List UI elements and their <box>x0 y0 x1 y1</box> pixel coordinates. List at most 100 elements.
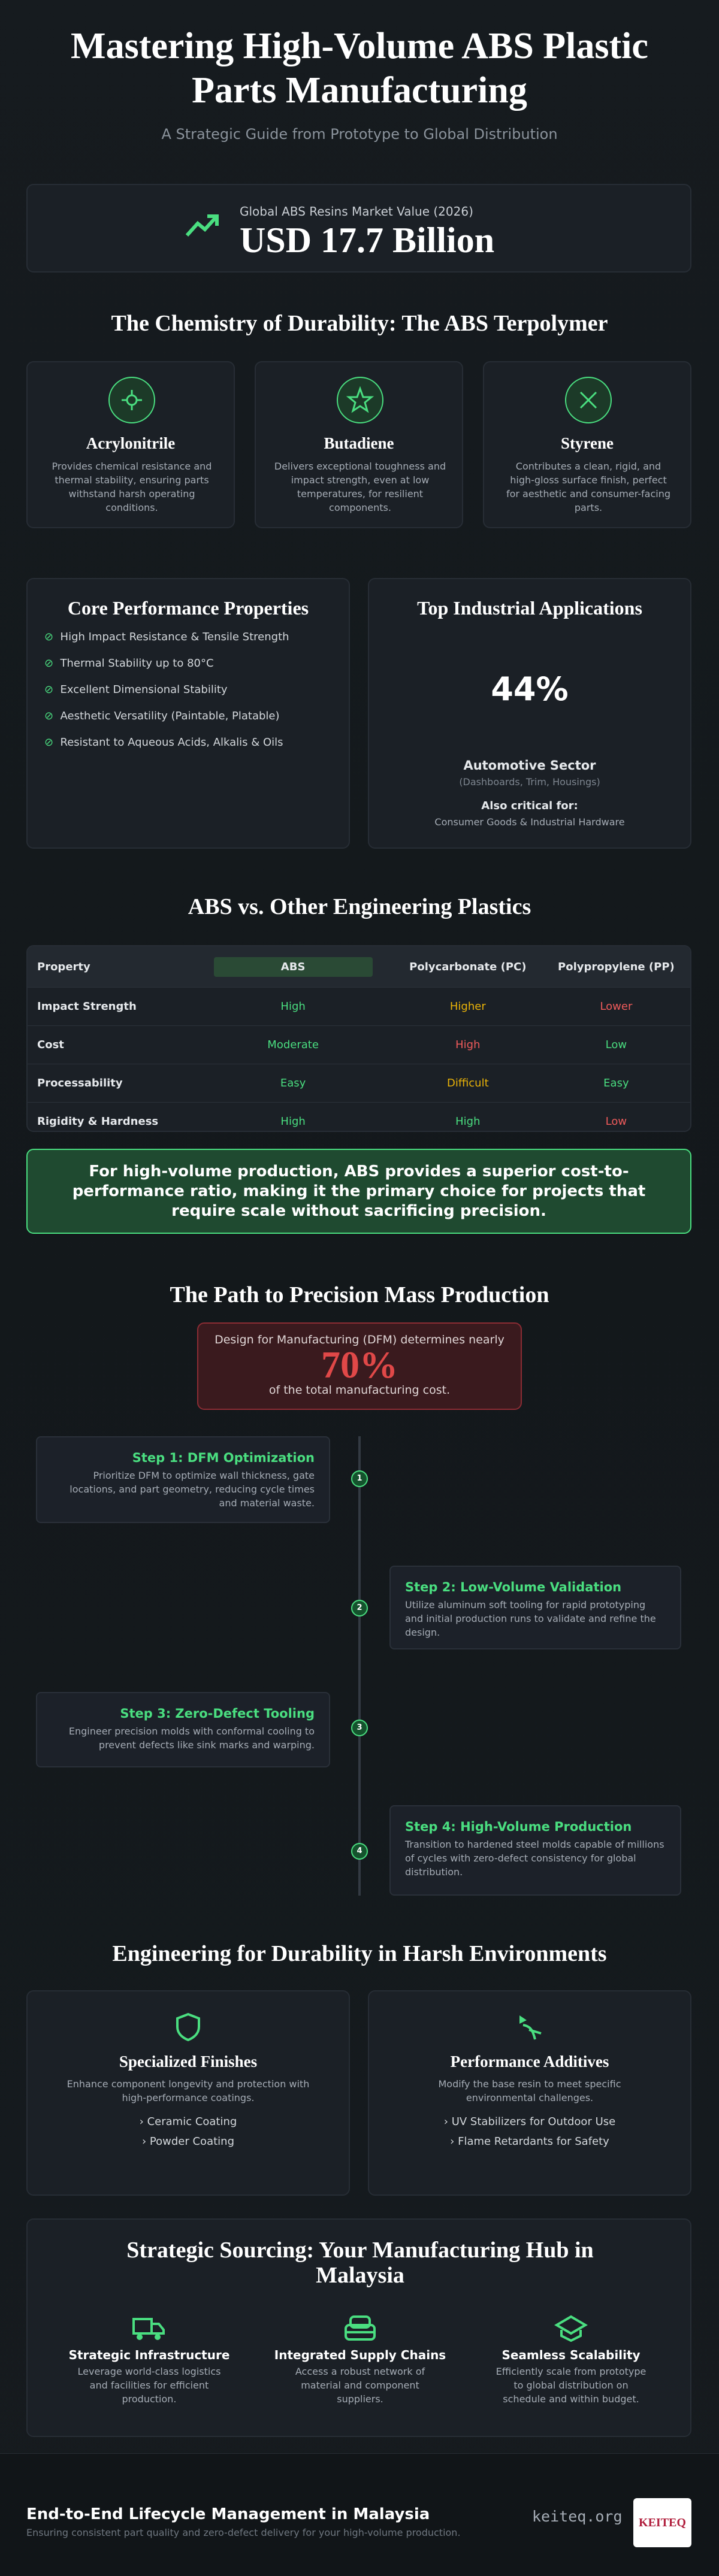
property-text: Thermal Stability up to 80°C <box>60 657 214 670</box>
dfm-value: 70% <box>321 1343 398 1386</box>
sourcing-card: Strategic Sourcing: Your Manufacturing H… <box>26 2218 691 2437</box>
sourcing-item: Seamless Scalability Efficiently scale f… <box>461 2314 681 2406</box>
applications-card: Top Industrial Applications 44% Automoti… <box>368 578 691 849</box>
timeline <box>358 1436 361 1896</box>
table: Property ABS Polycarbonate (PC) Polypropyle… <box>28 946 690 1131</box>
market-card: Global ABS Resins Market Value (2026) US… <box>26 184 691 273</box>
step-card: Step 1: DFM Optimization Prioritize DFM t… <box>36 1436 330 1523</box>
header: Polypropylene (PP) <box>542 946 690 988</box>
monomer-name: Styrene <box>561 434 614 452</box>
row: Impact Strength High Higher Lower <box>28 987 690 1026</box>
property-text: Excellent Dimensional Stability <box>60 683 228 696</box>
monomer-card: Styrene Contributes a clean, rigid, and … <box>483 361 691 528</box>
header: Polycarbonate (PC) <box>393 946 542 988</box>
step-text: Prioritize DFM to optimize wall thicknes… <box>70 1470 315 1509</box>
cell: Rigidity & Hardness <box>37 1115 159 1128</box>
scale-icon <box>554 2315 588 2342</box>
step-title: Step 4: High-Volume Production <box>405 1820 632 1834</box>
section-title: The Path to Precision Mass Production <box>170 1282 549 1307</box>
step-node: 2 <box>351 1600 368 1617</box>
card-item: › Powder Coating <box>142 2135 234 2148</box>
additive-icon <box>519 2015 542 2040</box>
callout: For high-volume production, ABS provides… <box>26 1149 691 1234</box>
chain-icon <box>345 2315 376 2341</box>
icon <box>565 377 612 423</box>
header-row: Property ABS Polycarbonate (PC) Polypropyle… <box>28 946 690 988</box>
icon <box>108 377 155 423</box>
monomer-desc: Provides chemical resistance and thermal… <box>52 461 212 513</box>
row: Cost Moderate High Low <box>28 1025 690 1064</box>
step-title: Step 2: Low-Volume Validation <box>405 1580 622 1594</box>
section-title: The Chemistry of Durability: The ABS Ter… <box>111 311 608 336</box>
dfm-post: of the total manufacturing cost. <box>268 1384 451 1397</box>
step-card: Step 3: Zero-Defect Tooling Engineer prec… <box>36 1692 330 1767</box>
sourcing-item: Strategic Infrastructure Leverage world-… <box>40 2314 259 2406</box>
trend-icon <box>185 214 219 237</box>
step-text: Engineer precision molds with conformal … <box>68 1726 315 1751</box>
section-title: ABS vs. Other Engineering Plastics <box>188 894 531 919</box>
step-title: Step 3: Zero-Defect Tooling <box>120 1706 315 1721</box>
cell: High <box>192 987 394 1026</box>
card-text: Enhance component longevity and protecti… <box>67 2078 310 2103</box>
property-text: Resistant to Aqueous Acids, Alkalis & Oi… <box>60 736 283 749</box>
card-title: Core Performance Properties <box>67 597 309 619</box>
section-title: Engineering for Durability in Harsh Envi… <box>112 1941 607 1966</box>
step-node: 1 <box>351 1470 368 1487</box>
card-title: Strategic Sourcing: Your Manufacturing H… <box>126 2238 594 2288</box>
item-text: Access a robust network of material and … <box>295 2366 425 2405</box>
monomer-desc: Contributes a clean, rigid, and high-glo… <box>506 461 671 513</box>
cell: High <box>280 1115 306 1128</box>
monomer-desc: Delivers exceptional toughness and impac… <box>274 461 446 513</box>
cell: High <box>393 1025 542 1064</box>
step-text: Utilize aluminum soft tooling for rapid … <box>405 1599 656 1638</box>
header: ABS <box>192 946 394 988</box>
also-text: Consumer Goods & Industrial Hardware <box>434 816 625 828</box>
card-item: › Flame Retardants for Safety <box>450 2135 609 2148</box>
step-node: 4 <box>351 1843 368 1860</box>
card-title: Performance Additives <box>450 2053 609 2071</box>
footer: End-to-End Lifecycle Management in Malay… <box>0 2453 719 2576</box>
row: Rigidity & Hardness High High Low <box>28 1103 690 1131</box>
step-text: Transition to hardened steel molds capab… <box>405 1839 664 1878</box>
footer-title: End-to-End Lifecycle Management in Malay… <box>26 2505 430 2523</box>
durability-card: Performance Additives Modify the base re… <box>368 1990 691 2196</box>
step-card: Step 2: Low-Volume Validation Utilize alu… <box>389 1566 681 1649</box>
item-text: Leverage world-class logistics and facil… <box>77 2366 221 2405</box>
cell: Lower <box>542 987 690 1026</box>
truck-icon <box>132 2318 165 2340</box>
monomer-name: Butadiene <box>324 434 394 452</box>
logo: KEITEQ <box>633 2498 691 2547</box>
cell: Cost <box>28 1025 193 1064</box>
cell: Difficult <box>393 1064 542 1103</box>
cell: Higher <box>393 987 542 1026</box>
title: Mastering High-Volume ABS Plastic Parts … <box>71 26 648 111</box>
header: Property <box>28 946 193 988</box>
item-title: Integrated Supply Chains <box>274 2348 446 2362</box>
cell: Easy <box>542 1064 690 1103</box>
cell: Moderate <box>192 1025 394 1064</box>
step-card: Step 4: High-Volume Production Transition… <box>389 1805 681 1896</box>
percent: 44% <box>491 670 569 708</box>
header-abs: ABS <box>213 956 373 977</box>
property: ⊘ High Impact Resistance & Tensile Stren… <box>44 631 289 643</box>
card-text: Modify the base resin to meet specific e… <box>438 2078 621 2103</box>
cell: Easy <box>192 1064 394 1103</box>
site[interactable]: keiteq.org <box>532 2508 623 2525</box>
sector-note: (Dashboards, Trim, Housings) <box>459 776 600 788</box>
cell: Impact Strength <box>28 987 193 1026</box>
item-title: Seamless Scalability <box>502 2348 641 2362</box>
step-title: Step 1: DFM Optimization <box>132 1451 315 1465</box>
property-text: Aesthetic Versatility (Paintable, Platab… <box>60 710 280 722</box>
dfm-pre: Design for Manufacturing (DFM) determine… <box>215 1333 504 1346</box>
card-title: Top Industrial Applications <box>417 597 642 619</box>
comparison-table: Property ABS Polycarbonate (PC) Polypropyle… <box>26 945 691 1132</box>
footer-subtitle: Ensuring consistent part quality and zer… <box>26 2527 461 2538</box>
property: ⊘ Resistant to Aqueous Acids, Alkalis & … <box>44 736 283 749</box>
sourcing-item: Integrated Supply Chains Access a robust… <box>250 2314 470 2406</box>
cell: High <box>455 1115 481 1128</box>
market-value: USD 17.7 Billion <box>240 220 495 260</box>
sector: Automotive Sector <box>463 758 596 773</box>
subtitle: A Strategic Guide from Prototype to Glob… <box>161 126 558 143</box>
durability-card: Specialized Finishes Enhance component l… <box>26 1990 350 2196</box>
